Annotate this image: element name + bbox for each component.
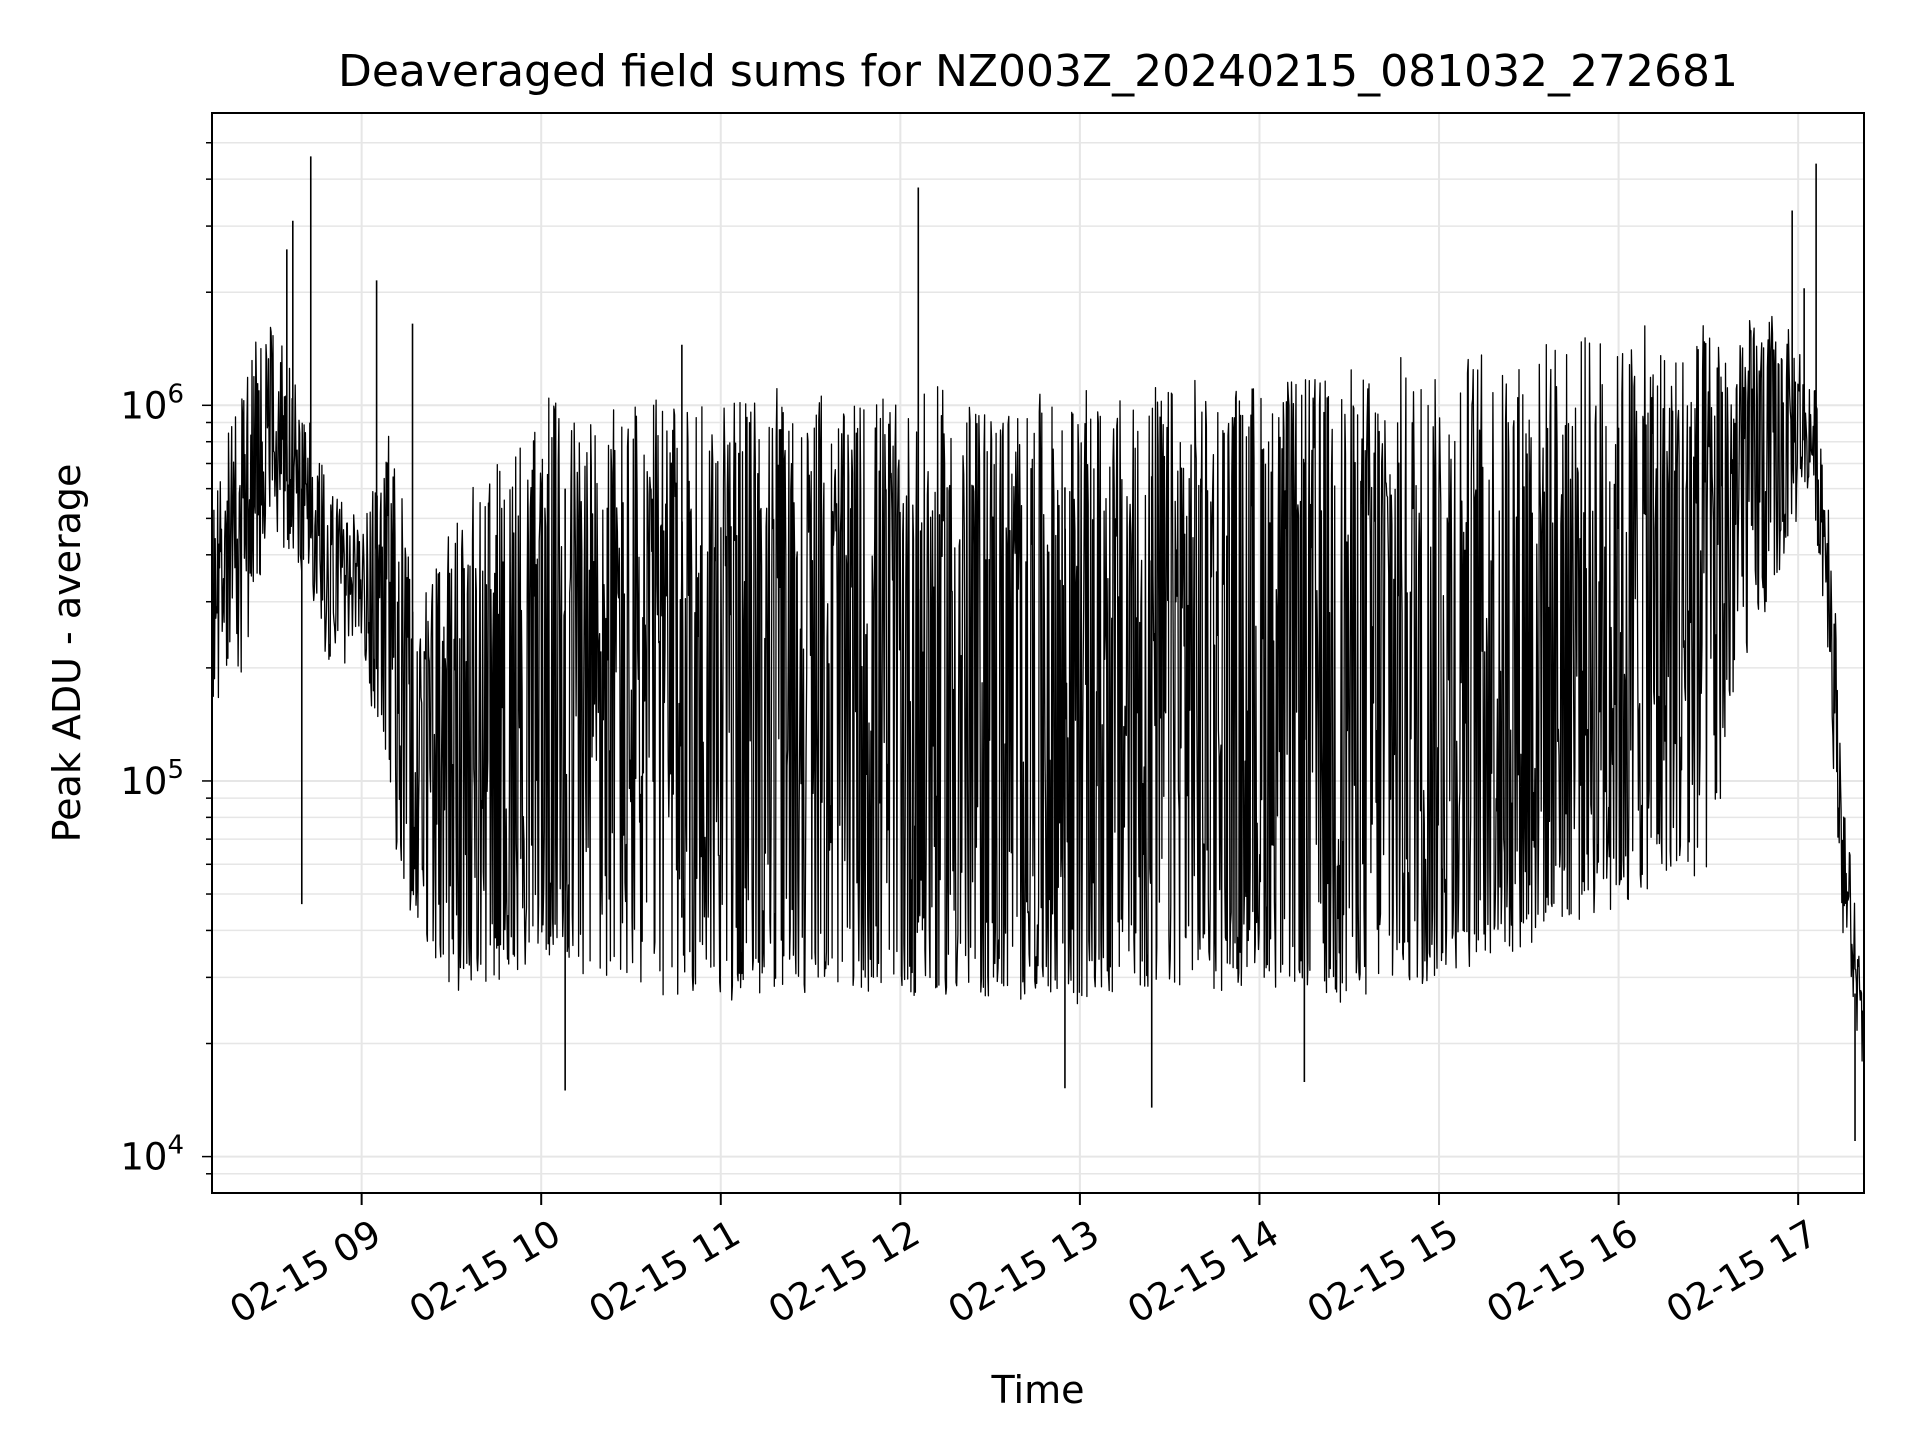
- y-tick-exponent: 6: [167, 379, 184, 409]
- data-series: [211, 156, 1865, 1142]
- x-axis: 02-15 09 02-15 10 02-15 11 02-15 12 02-15 13…: [223, 1193, 1825, 1332]
- x-tick-label: 02-15 15: [1300, 1212, 1466, 1332]
- y-tick-base: 10: [120, 1136, 167, 1179]
- x-tick-label: 02-15 09: [223, 1212, 389, 1332]
- y-tick-base: 10: [120, 384, 167, 427]
- y-tick-exponent: 5: [167, 755, 184, 785]
- x-tick-label: 02-15 17: [1659, 1212, 1825, 1332]
- x-tick-label: 02-15 10: [402, 1212, 568, 1332]
- x-tick-label: 02-15 12: [761, 1212, 927, 1332]
- y-tick-exponent: 4: [167, 1131, 184, 1161]
- y-tick-label: 105: [120, 755, 184, 803]
- x-tick-label: 02-15 11: [582, 1212, 748, 1332]
- y-tick-label: 106: [120, 379, 184, 427]
- y-tick-label: 104: [120, 1131, 184, 1179]
- y-axis-label: Peak ADU - average: [45, 464, 89, 843]
- x-tick-label: 02-15 14: [1120, 1212, 1286, 1332]
- series-line: [211, 315, 1865, 1062]
- chart-title: Deaveraged field sums for NZ003Z_2024021…: [338, 46, 1738, 97]
- x-axis-label: Time: [991, 1368, 1085, 1412]
- x-tick-label: 02-15 13: [941, 1212, 1107, 1332]
- y-tick-base: 10: [120, 760, 167, 803]
- plot-frame: [211, 112, 1865, 1194]
- x-tick-label: 02-15 16: [1480, 1212, 1646, 1332]
